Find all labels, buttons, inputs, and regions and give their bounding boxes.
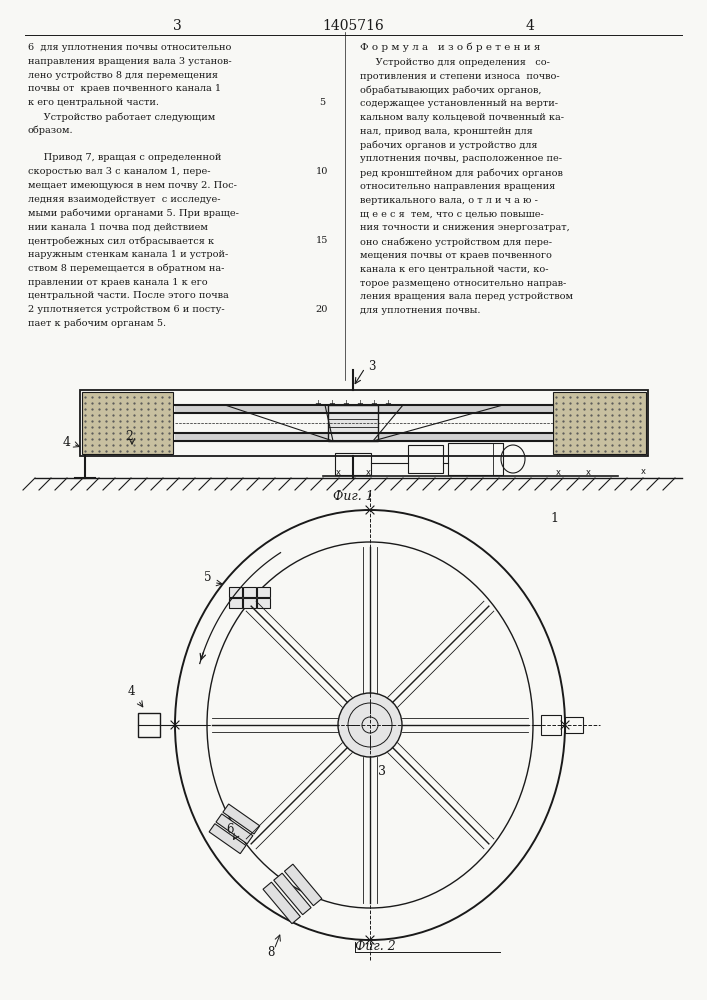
Text: мещения почвы от краев почвенного: мещения почвы от краев почвенного [360, 251, 552, 260]
Text: Фиг. 2: Фиг. 2 [355, 940, 396, 953]
Text: 15: 15 [316, 236, 328, 245]
Text: Ф о р м у л а   и з о б р е т е н и я: Ф о р м у л а и з о б р е т е н и я [360, 43, 540, 52]
Text: обрабатывающих рабочих органов,: обрабатывающих рабочих органов, [360, 85, 542, 95]
Text: 10: 10 [316, 167, 328, 176]
Bar [138, 713, 160, 737]
Text: x: x [556, 468, 561, 477]
Text: x: x [585, 468, 590, 477]
Bar [229, 587, 242, 597]
Bar [243, 598, 256, 608]
Text: 6: 6 [226, 823, 234, 836]
Text: +: + [370, 399, 378, 408]
Text: лено устройство 8 для перемещения: лено устройство 8 для перемещения [28, 71, 218, 80]
Bar [284, 864, 322, 906]
Text: оно снабжено устройством для пере-: оно снабжено устройством для пере- [360, 237, 552, 247]
Bar [82, 392, 173, 454]
Text: ления вращения вала перед устройством: ления вращения вала перед устройством [360, 292, 573, 301]
Text: вертикального вала, о т л и ч а ю -: вертикального вала, о т л и ч а ю - [360, 196, 538, 205]
Text: уплотнения почвы, расположенное пе-: уплотнения почвы, расположенное пе- [360, 154, 562, 163]
Text: 5: 5 [204, 571, 211, 584]
Text: кальном валу кольцевой почвенный ка-: кальном валу кольцевой почвенный ка- [360, 113, 564, 122]
Text: 5: 5 [319, 98, 325, 107]
Text: противления и степени износа  почво-: противления и степени износа почво- [360, 72, 560, 81]
Text: ледняя взаимодействует  с исследуе-: ледняя взаимодействует с исследуе- [28, 195, 221, 204]
Bar [229, 598, 242, 608]
Bar [565, 717, 583, 733]
Bar [328, 405, 378, 441]
Text: скоростью вал 3 с каналом 1, пере-: скоростью вал 3 с каналом 1, пере- [28, 167, 211, 176]
Text: правлении от краев канала 1 к его: правлении от краев канала 1 к его [28, 278, 208, 287]
Text: относительно направления вращения: относительно направления вращения [360, 182, 555, 191]
Bar [216, 814, 253, 844]
Text: x: x [336, 468, 341, 477]
Text: центральной части. После этого почва: центральной части. После этого почва [28, 291, 229, 300]
Text: +: + [385, 399, 392, 408]
Bar [448, 443, 503, 475]
Text: мыми рабочими органами 5. При враще-: мыми рабочими органами 5. При враще- [28, 209, 239, 218]
Text: ния точности и снижения энергозатрат,: ния точности и снижения энергозатрат, [360, 223, 570, 232]
Text: содержащее установленный на верти-: содержащее установленный на верти- [360, 99, 558, 108]
Bar [553, 392, 646, 454]
Text: к его центральной части.: к его центральной части. [28, 98, 159, 107]
Polygon shape [175, 433, 553, 441]
Text: торое размещено относительно направ-: торое размещено относительно направ- [360, 279, 566, 288]
Text: 3: 3 [368, 360, 375, 372]
Text: Привод 7, вращая с определенной: Привод 7, вращая с определенной [28, 153, 221, 162]
Text: пает к рабочим органам 5.: пает к рабочим органам 5. [28, 319, 166, 328]
Polygon shape [175, 405, 553, 413]
Text: рабочих органов и устройство для: рабочих органов и устройство для [360, 141, 537, 150]
Text: 3: 3 [378, 765, 386, 778]
Text: нал, привод вала, кронштейн для: нал, привод вала, кронштейн для [360, 127, 533, 136]
Text: 3: 3 [173, 19, 182, 33]
Text: Устройство работает следующим: Устройство работает следующим [28, 112, 215, 121]
Bar [80, 390, 648, 456]
Text: канала к его центральной части, ко-: канала к его центральной части, ко- [360, 265, 549, 274]
Text: 2 уплотняется устройством 6 и посту-: 2 уплотняется устройством 6 и посту- [28, 305, 225, 314]
Text: +: + [356, 399, 363, 408]
Text: 8: 8 [267, 946, 274, 959]
Bar [335, 453, 371, 475]
Bar [223, 804, 259, 834]
Text: +: + [315, 399, 322, 408]
Bar [541, 715, 561, 735]
Text: 6  для уплотнения почвы относительно: 6 для уплотнения почвы относительно [28, 43, 231, 52]
Bar [408, 445, 443, 473]
Bar [243, 587, 256, 597]
Text: 1405716: 1405716 [322, 19, 384, 33]
Text: наружным стенкам канала 1 и устрой-: наружным стенкам канала 1 и устрой- [28, 250, 228, 259]
Text: x: x [366, 468, 370, 477]
Bar [257, 587, 270, 597]
Text: Фиг. 1: Фиг. 1 [332, 490, 373, 503]
Text: 1: 1 [550, 512, 558, 525]
Text: мещает имеющуюся в нем почву 2. Пос-: мещает имеющуюся в нем почву 2. Пос- [28, 181, 237, 190]
Text: центробежных сил отбрасывается к: центробежных сил отбрасывается к [28, 236, 214, 246]
Bar [209, 824, 246, 854]
Text: 4: 4 [63, 436, 71, 449]
Text: Устройство для определения   со-: Устройство для определения со- [360, 58, 550, 67]
Text: нии канала 1 почва под действием: нии канала 1 почва под действием [28, 222, 208, 231]
Text: +: + [329, 399, 335, 408]
Bar [257, 598, 270, 608]
Text: 4: 4 [525, 19, 534, 33]
Text: x: x [641, 467, 645, 476]
Bar [274, 873, 311, 915]
Text: 4: 4 [128, 685, 136, 698]
Text: ством 8 перемещается в обратном на-: ством 8 перемещается в обратном на- [28, 264, 224, 273]
Text: щ е е с я  тем, что с целью повыше-: щ е е с я тем, что с целью повыше- [360, 210, 544, 219]
Text: 2: 2 [125, 430, 133, 443]
Text: направления вращения вала 3 установ-: направления вращения вала 3 установ- [28, 57, 232, 66]
Text: для уплотнения почвы.: для уплотнения почвы. [360, 306, 481, 315]
Text: +: + [343, 399, 349, 408]
Bar [263, 882, 300, 924]
Text: почвы от  краев почвенного канала 1: почвы от краев почвенного канала 1 [28, 84, 221, 93]
Text: образом.: образом. [28, 126, 74, 135]
Text: ред кронштейном для рабочих органов: ред кронштейном для рабочих органов [360, 168, 563, 178]
Text: 20: 20 [316, 305, 328, 314]
Circle shape [338, 693, 402, 757]
